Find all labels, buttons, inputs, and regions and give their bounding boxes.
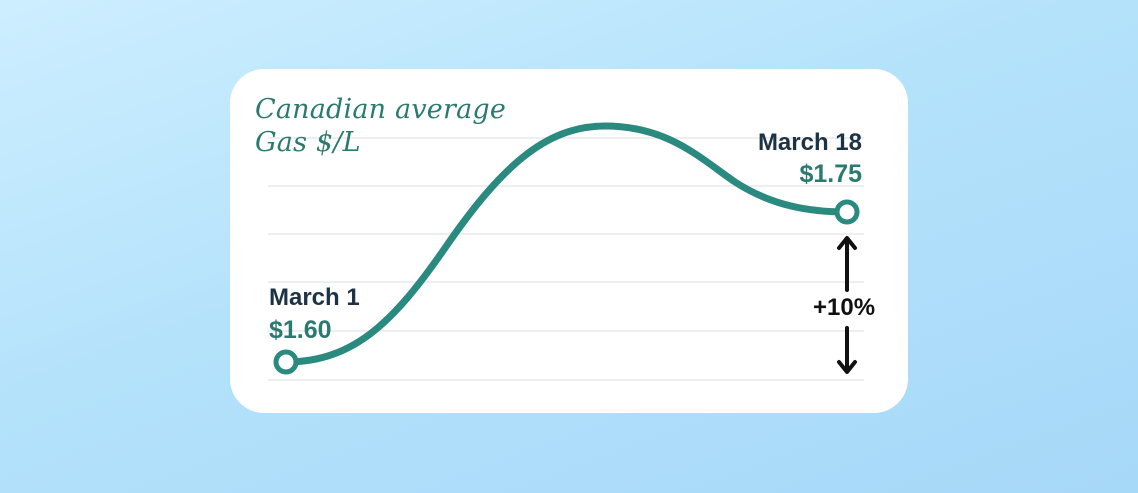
start-value-label: $1.60 [269, 316, 332, 344]
end-value-label: $1.75 [799, 160, 862, 188]
arrow-down-head [837, 360, 857, 374]
change-arrow-icon [837, 236, 857, 374]
chart-card [230, 69, 908, 413]
start-date-label: March 1 [269, 284, 360, 311]
end-date-label: March 18 [757, 129, 862, 156]
gridlines [268, 137, 864, 381]
change-percent-label: +10% [813, 294, 876, 321]
start-point-marker [273, 349, 299, 375]
chart-title-line-1: Canadian average [255, 94, 507, 125]
end-point-marker [834, 199, 860, 225]
arrow-up-head [837, 236, 857, 250]
chart-title-line-2: Gas $/L [255, 127, 361, 158]
price-line [282, 122, 851, 366]
